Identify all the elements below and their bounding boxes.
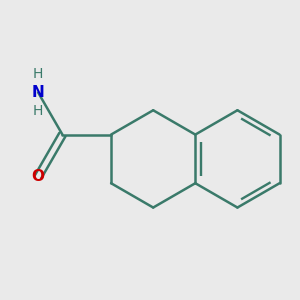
Text: H: H [33,67,43,81]
Text: H: H [33,104,43,118]
Text: O: O [32,169,45,184]
Text: N: N [32,85,44,100]
